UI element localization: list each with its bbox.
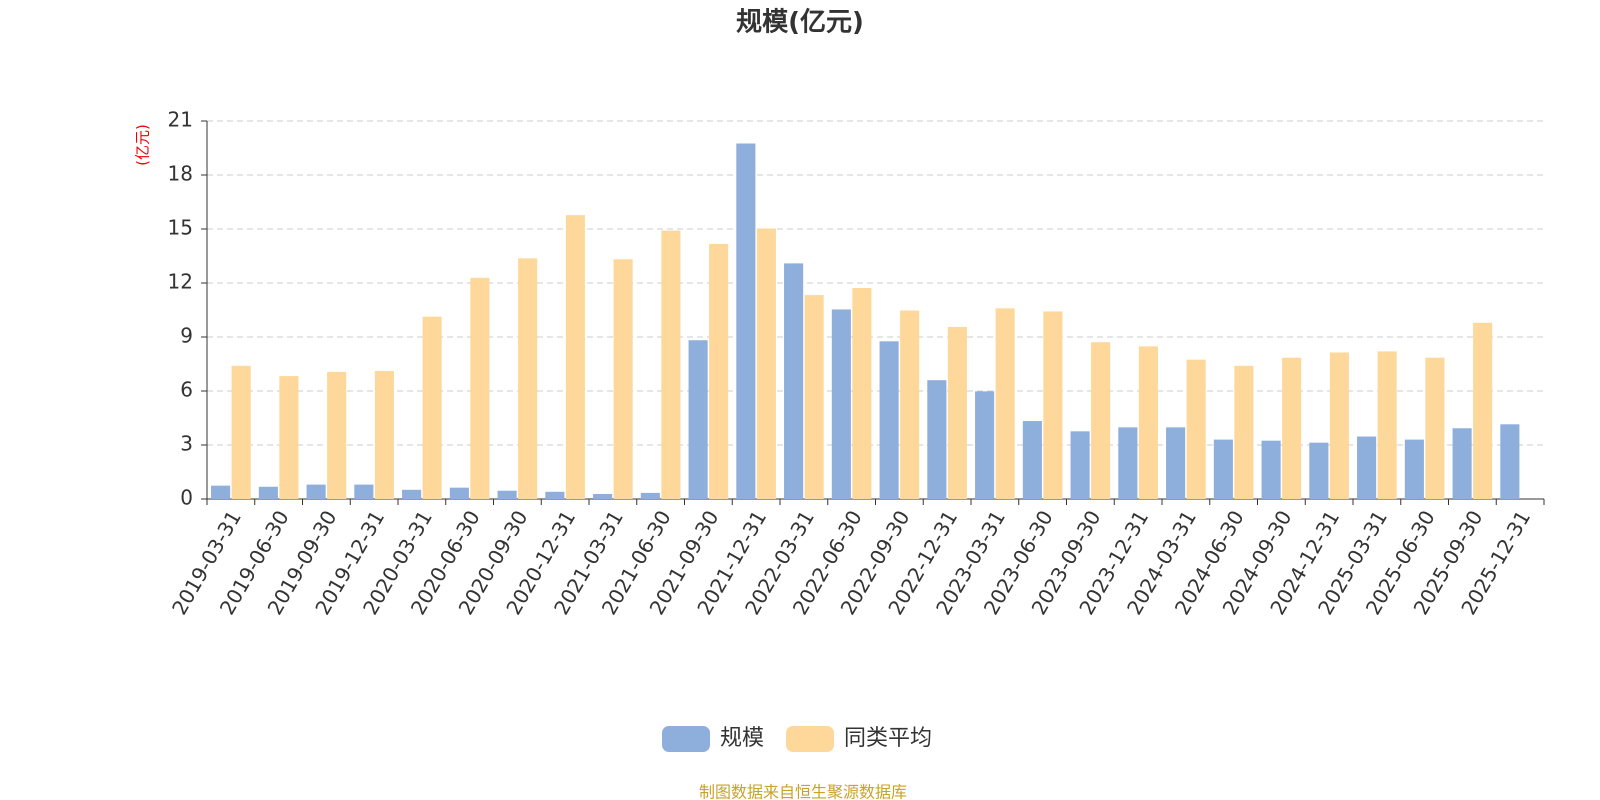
bar (1186, 359, 1206, 499)
legend-label: 同类平均 (844, 726, 932, 751)
bar (422, 316, 442, 499)
bar (593, 493, 613, 499)
bar (1452, 428, 1472, 499)
bar (1425, 357, 1445, 499)
y-tick-label: 21 (168, 108, 193, 132)
bar (1138, 346, 1158, 499)
bar (518, 258, 538, 499)
bar (1070, 431, 1090, 499)
bar (211, 485, 231, 499)
y-tick-label: 3 (180, 432, 193, 456)
bar (279, 376, 299, 499)
bar (1022, 421, 1042, 499)
bar (661, 230, 681, 499)
bar (306, 484, 326, 499)
source-note: 制图数据来自恒生聚源数据库 (699, 783, 907, 800)
bar (831, 309, 851, 499)
bar (1500, 424, 1520, 499)
bar (1118, 427, 1138, 499)
bar (258, 486, 278, 499)
legend-swatch (786, 726, 835, 752)
bar (374, 371, 394, 499)
bar (1213, 439, 1233, 499)
bar (545, 491, 565, 499)
bar (327, 371, 347, 499)
bar (736, 143, 756, 499)
bar (975, 391, 995, 499)
y-tick-label: 15 (168, 216, 193, 240)
bar (1234, 365, 1254, 499)
bar (1282, 357, 1302, 499)
bar (497, 490, 517, 499)
bar (709, 243, 729, 499)
bar (784, 263, 804, 499)
bar (1404, 439, 1424, 499)
bar (640, 492, 660, 499)
bar (470, 277, 490, 499)
bar (354, 484, 374, 499)
bar (1329, 352, 1349, 499)
bar (900, 310, 920, 499)
bar (1377, 351, 1397, 499)
bar (449, 487, 469, 499)
y-tick-label: 12 (168, 270, 193, 294)
legend-swatch (662, 726, 710, 752)
bar (402, 489, 422, 499)
bar (1357, 436, 1377, 499)
y-tick-label: 6 (180, 378, 193, 402)
bar (613, 259, 633, 499)
chart-title: 规模(亿元) (736, 8, 864, 38)
y-unit: (亿元) (134, 124, 152, 166)
bar (1261, 440, 1281, 499)
bar (804, 295, 824, 499)
bar (688, 340, 708, 499)
bar (231, 365, 251, 499)
bar (879, 341, 899, 499)
bar (995, 308, 1015, 499)
bar (947, 326, 967, 499)
y-tick-label: 18 (168, 162, 193, 186)
bar (1473, 322, 1493, 499)
y-tick-label: 0 (180, 486, 193, 510)
bar (1091, 342, 1111, 499)
bar (927, 380, 947, 499)
bar (565, 215, 585, 499)
bar (756, 228, 776, 499)
bar (852, 288, 872, 499)
bar (1309, 442, 1329, 499)
bar (1043, 311, 1063, 499)
legend-label: 规模 (720, 726, 764, 751)
bar (1166, 427, 1186, 499)
y-tick-label: 9 (180, 324, 193, 348)
